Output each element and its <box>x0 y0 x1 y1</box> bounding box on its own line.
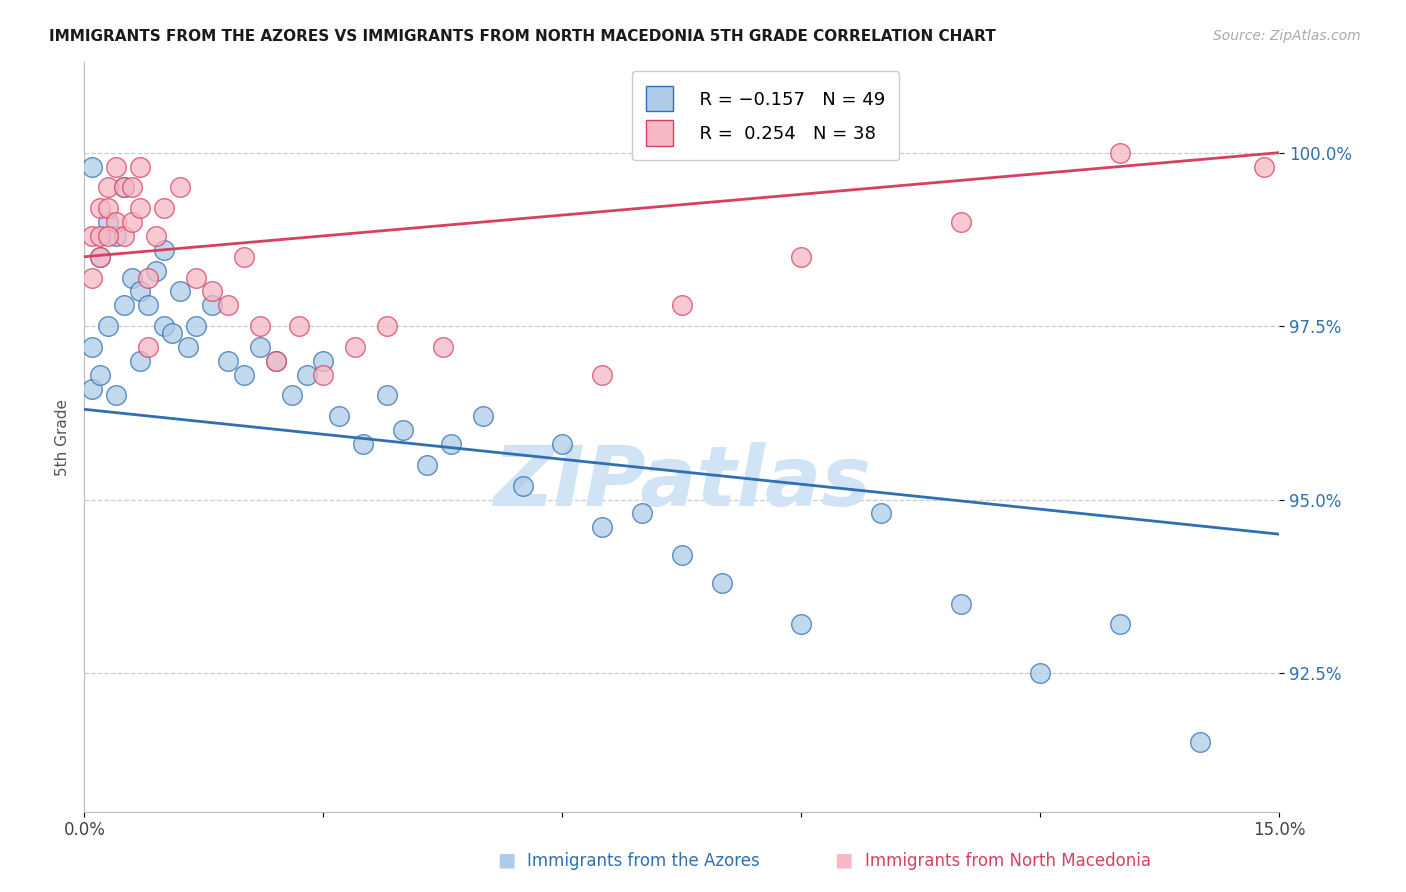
Point <box>1188 735 1211 749</box>
Text: IMMIGRANTS FROM THE AZORES VS IMMIGRANTS FROM NORTH MACEDONIA 5TH GRADE CORRELAT: IMMIGRANTS FROM THE AZORES VS IMMIGRANTS… <box>49 29 995 44</box>
Point <box>121 215 143 229</box>
Point <box>790 617 813 632</box>
Point <box>631 507 654 521</box>
Point <box>105 215 128 229</box>
Point <box>82 270 104 285</box>
Point <box>375 388 398 402</box>
Text: ■: ■ <box>496 851 516 870</box>
Point <box>112 180 135 194</box>
Legend:   R = −0.157   N = 49,   R =  0.254   N = 38: R = −0.157 N = 49, R = 0.254 N = 38 <box>631 71 900 161</box>
Point <box>551 437 574 451</box>
Point <box>97 228 120 243</box>
Point <box>1029 665 1052 680</box>
Point <box>89 201 111 215</box>
Point <box>432 340 454 354</box>
Point <box>129 160 152 174</box>
Point <box>97 180 120 194</box>
Point <box>1109 617 1132 632</box>
Point <box>121 180 143 194</box>
Point <box>153 201 176 215</box>
Point <box>89 368 111 382</box>
Point <box>352 437 374 451</box>
Point <box>328 409 350 424</box>
Point <box>169 180 191 194</box>
Point <box>136 298 159 312</box>
Point <box>136 340 159 354</box>
Point <box>1253 160 1275 174</box>
Point <box>160 326 183 340</box>
Text: Immigrants from North Macedonia: Immigrants from North Macedonia <box>865 852 1150 870</box>
Point <box>264 353 287 368</box>
Point <box>184 319 207 334</box>
Point <box>591 368 613 382</box>
Point <box>105 228 128 243</box>
Point <box>129 201 152 215</box>
Point <box>112 298 135 312</box>
Point <box>217 298 239 312</box>
Point <box>177 340 200 354</box>
Point <box>591 520 613 534</box>
Point <box>82 228 104 243</box>
Point <box>153 319 176 334</box>
Text: Immigrants from the Azores: Immigrants from the Azores <box>527 852 761 870</box>
Point <box>870 507 893 521</box>
Point <box>97 215 120 229</box>
Point <box>82 160 104 174</box>
Point <box>89 250 111 264</box>
Point <box>201 298 224 312</box>
Point <box>145 228 167 243</box>
Point <box>312 368 335 382</box>
Point <box>112 180 135 194</box>
Point <box>949 597 972 611</box>
Text: ZIPatlas: ZIPatlas <box>494 442 870 523</box>
Point <box>89 228 111 243</box>
Point <box>105 388 128 402</box>
Point <box>232 250 254 264</box>
Point <box>153 243 176 257</box>
Point <box>297 368 319 382</box>
Point <box>129 353 152 368</box>
Point <box>136 270 159 285</box>
Point <box>440 437 463 451</box>
Point <box>169 285 191 299</box>
Point <box>710 575 733 590</box>
Point <box>232 368 254 382</box>
Point <box>1109 145 1132 160</box>
Point <box>249 319 271 334</box>
Point <box>89 250 111 264</box>
Point <box>82 340 104 354</box>
Point <box>201 285 224 299</box>
Point <box>145 263 167 277</box>
Point <box>280 388 302 402</box>
Text: Source: ZipAtlas.com: Source: ZipAtlas.com <box>1213 29 1361 43</box>
Point <box>112 228 135 243</box>
Point <box>184 270 207 285</box>
Point <box>312 353 335 368</box>
Point <box>416 458 439 472</box>
Text: ■: ■ <box>834 851 853 870</box>
Point <box>121 270 143 285</box>
Point <box>790 250 813 264</box>
Point <box>671 548 693 562</box>
Point <box>375 319 398 334</box>
Point <box>97 201 120 215</box>
Point <box>264 353 287 368</box>
Point <box>949 215 972 229</box>
Point <box>82 382 104 396</box>
Point <box>105 160 128 174</box>
Point <box>97 319 120 334</box>
Point <box>671 298 693 312</box>
Point <box>288 319 311 334</box>
Point <box>217 353 239 368</box>
Y-axis label: 5th Grade: 5th Grade <box>55 399 70 475</box>
Point <box>344 340 367 354</box>
Point <box>512 478 534 492</box>
Point <box>249 340 271 354</box>
Point <box>392 423 415 437</box>
Point <box>129 285 152 299</box>
Point <box>471 409 494 424</box>
